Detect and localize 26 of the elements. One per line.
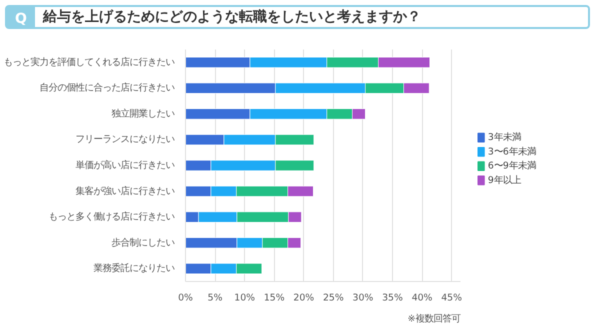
chart-title: 給与を上げるためにどのような転職をしたいと考えますか？ xyxy=(42,9,421,25)
y-tick-label: 自分の個性に合った店に行きたい xyxy=(40,82,174,94)
x-tick-label: 35% xyxy=(382,292,403,304)
legend-label: 6〜9年未満 xyxy=(488,160,536,172)
y-tick-label: 業務委託になりたい xyxy=(94,263,174,274)
x-tick-label: 45% xyxy=(441,292,462,304)
x-tick-label: 20% xyxy=(293,292,314,304)
y-tick-label: もっと実力を評価してくれる店に行きたい xyxy=(4,56,174,68)
x-tick-label: 40% xyxy=(412,292,433,304)
y-tick-label: もっと多く働ける店に行きたい xyxy=(48,212,174,223)
text: ※複数回答可 xyxy=(408,314,461,324)
x-tick-label: 0% xyxy=(178,292,194,304)
legend-label: 9年以上 xyxy=(488,174,521,186)
y-tick-label: 歩合制にしたい xyxy=(112,237,174,248)
y-tick-label: 集客が強い店に行きたい xyxy=(76,186,174,197)
text: Q xyxy=(7,7,35,27)
x-tick-label: 25% xyxy=(322,292,344,304)
x-tick-label: 10% xyxy=(234,292,256,304)
x-tick-label: 30% xyxy=(352,292,374,304)
y-tick-label: 独立開業したい xyxy=(112,108,174,120)
legend-label: 3年未満 xyxy=(488,132,521,144)
y-tick-label: 単価が高い店に行きたい xyxy=(76,160,174,171)
legend-label: 3〜6年未満 xyxy=(488,146,536,158)
y-tick-label: フリーランスになりたい xyxy=(76,134,174,146)
x-tick-label: 5% xyxy=(208,292,223,304)
x-tick-label: 15% xyxy=(264,292,285,304)
